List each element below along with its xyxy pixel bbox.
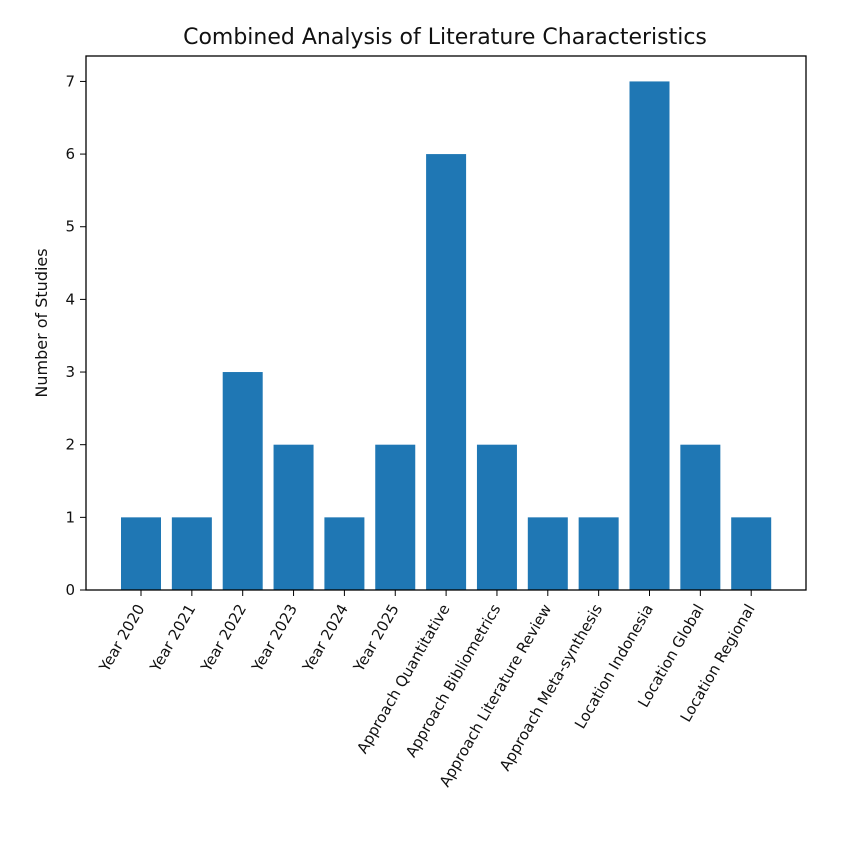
y-axis-label: Number of Studies (32, 248, 51, 397)
y-axis-ticks: 0 1 2 3 4 5 6 7 (65, 72, 86, 599)
y-tick-label: 0 (65, 581, 75, 599)
y-tick-label: 7 (65, 72, 75, 90)
chart-title: Combined Analysis of Literature Characte… (183, 25, 707, 50)
bar (171, 517, 212, 590)
bar (375, 444, 416, 590)
bar (527, 517, 568, 590)
x-tick-label: Approach Bibliometrics (402, 601, 505, 761)
bar (324, 517, 365, 590)
y-tick-label: 2 (65, 436, 75, 454)
bar (578, 517, 619, 590)
x-tick-label: Approach Quantitative (353, 601, 453, 757)
y-tick-label: 1 (65, 508, 75, 526)
x-tick-label: Year 2024 (298, 601, 351, 676)
bar (121, 517, 161, 590)
x-tick-label: Year 2023 (248, 601, 301, 676)
x-tick-label: Year 2020 (95, 601, 148, 676)
y-tick-label: 4 (65, 290, 75, 308)
plot-frame (85, 55, 807, 591)
x-tick-label: Year 2021 (146, 601, 199, 676)
y-tick-label: 6 (65, 145, 75, 163)
x-tick-label: Year 2022 (197, 601, 250, 676)
y-tick-label: 5 (65, 218, 75, 236)
bars-group (121, 81, 772, 591)
y-tick-label: 3 (65, 363, 75, 381)
bar (273, 444, 314, 590)
bar (680, 444, 721, 590)
bar (731, 517, 772, 590)
x-tick-label: Approach Meta-synthesis (496, 601, 606, 774)
bar (222, 372, 263, 590)
bar (629, 81, 670, 591)
bar (476, 444, 517, 590)
bar (426, 154, 467, 590)
x-tick-label: Year 2025 (349, 601, 402, 676)
